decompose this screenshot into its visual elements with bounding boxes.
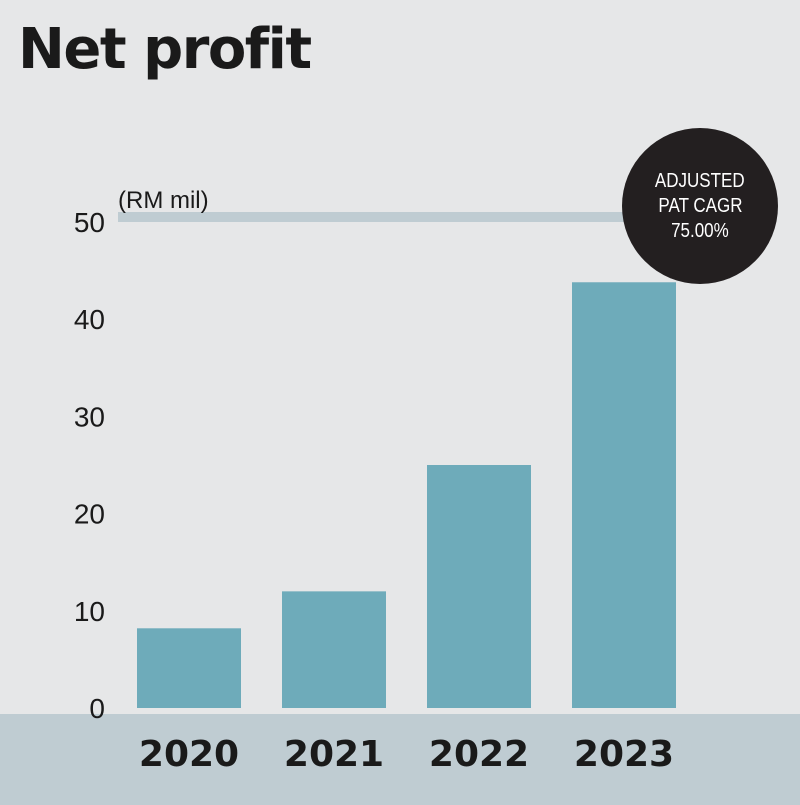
x-tick-label: 2021 (284, 734, 384, 775)
badge-line-3: 75.00% (671, 219, 729, 242)
y-tick-label: 10 (74, 596, 105, 627)
x-axis-band (0, 714, 800, 805)
y-tick-label: 50 (74, 207, 105, 238)
badge-line-1: ADJUSTED (655, 169, 745, 192)
x-tick-label: 2020 (139, 734, 239, 775)
cagr-badge: ADJUSTED PAT CAGR 75.00% (622, 128, 778, 284)
y-tick-label: 0 (89, 693, 105, 724)
x-axis-ticks: 2020 2021 2022 2023 (139, 734, 674, 775)
y-axis-ticks: 0 10 20 30 40 50 (74, 207, 105, 724)
x-tick-label: 2022 (429, 734, 529, 775)
y-tick-label: 40 (74, 304, 105, 335)
chart-title: Net profit (18, 17, 312, 82)
bar-2021 (282, 591, 386, 708)
top-gridline (118, 212, 638, 222)
bar-2020 (137, 628, 241, 708)
unit-label: (RM mil) (118, 187, 209, 214)
badge-line-2: PAT CAGR (657, 194, 743, 217)
y-tick-label: 20 (74, 499, 105, 530)
x-tick-label: 2023 (574, 734, 674, 775)
y-tick-label: 30 (74, 401, 105, 432)
bar-2022 (427, 465, 531, 708)
bars (137, 282, 676, 708)
bar-2023 (572, 282, 676, 708)
